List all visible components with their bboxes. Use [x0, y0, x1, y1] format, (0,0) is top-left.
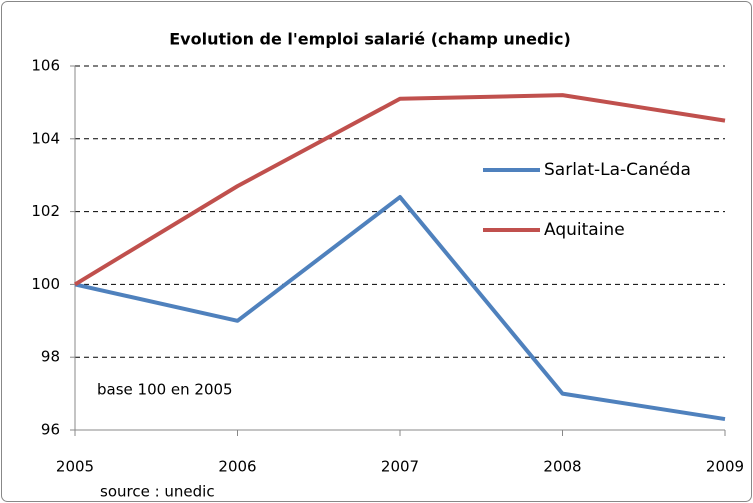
- x-tick-label: 2008: [543, 458, 581, 476]
- legend-label: Aquitaine: [544, 220, 625, 240]
- x-tick-label: 2006: [218, 458, 256, 476]
- x-tick-label: 2007: [381, 458, 419, 476]
- series-line: [73, 93, 726, 287]
- source-note: source : unedic: [100, 483, 215, 501]
- y-tick-label: 106: [31, 57, 60, 75]
- annotation: base 100 en 2005: [97, 381, 233, 399]
- y-tick-label: 102: [31, 202, 60, 220]
- legend-label: Sarlat-La-Canéda: [544, 160, 691, 180]
- x-tick-label: 2005: [56, 458, 94, 476]
- x-tick-label: 2009: [706, 458, 744, 476]
- y-tick-label: 98: [41, 348, 60, 366]
- y-tick-label: 100: [31, 275, 60, 293]
- chart-title: Evolution de l'emploi salarié (champ une…: [169, 30, 571, 49]
- y-tick-label: 96: [41, 421, 60, 439]
- series-line: [74, 195, 726, 422]
- y-tick-label: 104: [31, 129, 60, 147]
